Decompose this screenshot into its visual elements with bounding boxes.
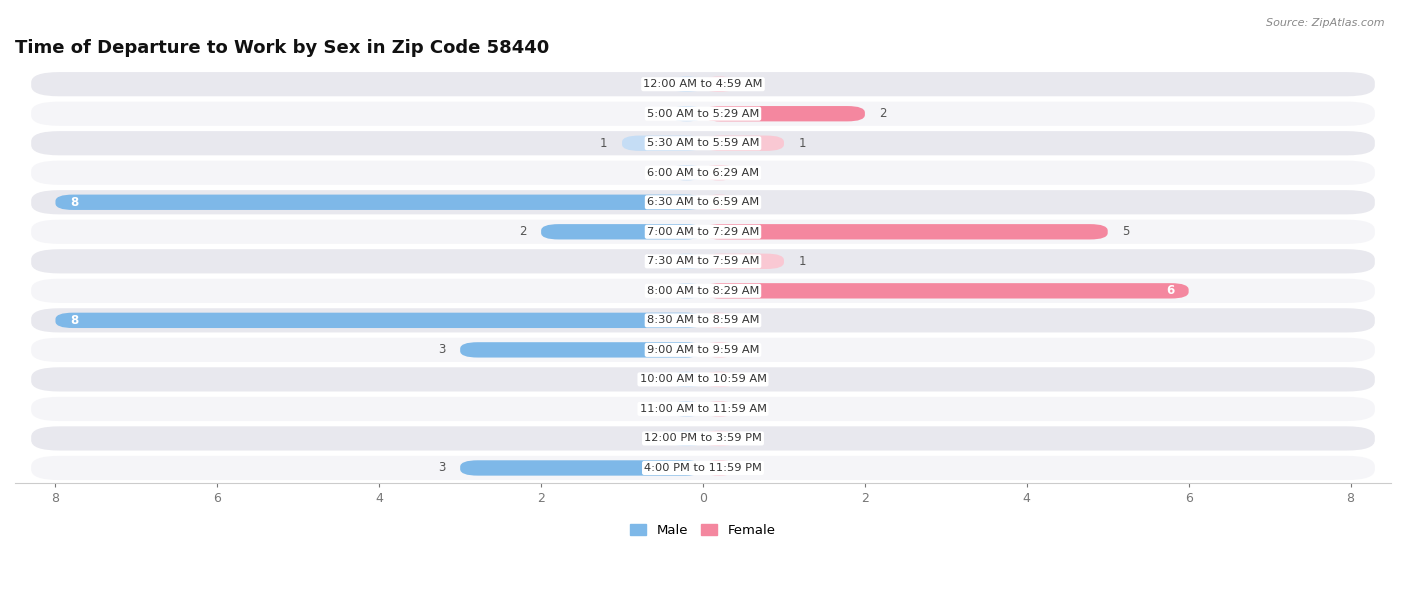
FancyBboxPatch shape (703, 165, 735, 181)
Text: 0: 0 (748, 462, 755, 475)
FancyBboxPatch shape (671, 372, 703, 387)
Text: Source: ZipAtlas.com: Source: ZipAtlas.com (1267, 18, 1385, 28)
FancyBboxPatch shape (671, 106, 703, 121)
Text: 0: 0 (748, 314, 755, 327)
Text: 1: 1 (799, 255, 806, 268)
FancyBboxPatch shape (671, 254, 703, 269)
FancyBboxPatch shape (31, 338, 1375, 362)
FancyBboxPatch shape (703, 401, 735, 416)
Text: 8:00 AM to 8:29 AM: 8:00 AM to 8:29 AM (647, 286, 759, 296)
FancyBboxPatch shape (31, 160, 1375, 185)
FancyBboxPatch shape (31, 308, 1375, 333)
Text: 4:00 PM to 11:59 PM: 4:00 PM to 11:59 PM (644, 463, 762, 473)
FancyBboxPatch shape (671, 77, 703, 92)
Text: 7:00 AM to 7:29 AM: 7:00 AM to 7:29 AM (647, 227, 759, 237)
Text: 6:00 AM to 6:29 AM: 6:00 AM to 6:29 AM (647, 168, 759, 178)
Text: 3: 3 (439, 462, 446, 475)
Text: 0: 0 (651, 78, 658, 91)
Text: 5: 5 (1122, 225, 1129, 238)
Text: 12:00 PM to 3:59 PM: 12:00 PM to 3:59 PM (644, 434, 762, 444)
Text: 12:00 AM to 4:59 AM: 12:00 AM to 4:59 AM (644, 79, 762, 89)
Text: 0: 0 (748, 343, 755, 356)
Text: 8: 8 (70, 196, 79, 208)
FancyBboxPatch shape (55, 195, 703, 210)
Text: 0: 0 (651, 107, 658, 120)
FancyBboxPatch shape (671, 401, 703, 416)
Text: 5:30 AM to 5:59 AM: 5:30 AM to 5:59 AM (647, 138, 759, 148)
FancyBboxPatch shape (703, 106, 865, 121)
FancyBboxPatch shape (31, 220, 1375, 244)
Text: Time of Departure to Work by Sex in Zip Code 58440: Time of Departure to Work by Sex in Zip … (15, 39, 550, 57)
FancyBboxPatch shape (460, 460, 703, 476)
FancyBboxPatch shape (703, 224, 1108, 239)
FancyBboxPatch shape (703, 431, 735, 446)
Text: 0: 0 (651, 285, 658, 298)
Text: 0: 0 (748, 166, 755, 179)
Text: 10:00 AM to 10:59 AM: 10:00 AM to 10:59 AM (640, 374, 766, 384)
Text: 1: 1 (799, 137, 806, 150)
FancyBboxPatch shape (703, 342, 735, 358)
Text: 6:30 AM to 6:59 AM: 6:30 AM to 6:59 AM (647, 197, 759, 207)
FancyBboxPatch shape (31, 279, 1375, 303)
Text: 0: 0 (748, 402, 755, 415)
FancyBboxPatch shape (55, 312, 703, 328)
FancyBboxPatch shape (31, 72, 1375, 96)
FancyBboxPatch shape (703, 195, 735, 210)
Text: 0: 0 (748, 196, 755, 208)
FancyBboxPatch shape (671, 431, 703, 446)
Text: 0: 0 (651, 432, 658, 445)
Text: 1: 1 (600, 137, 607, 150)
Text: 6: 6 (1166, 285, 1174, 298)
FancyBboxPatch shape (703, 312, 735, 328)
Text: 9:00 AM to 9:59 AM: 9:00 AM to 9:59 AM (647, 345, 759, 355)
Legend: Male, Female: Male, Female (626, 519, 780, 542)
Text: 0: 0 (748, 373, 755, 386)
Text: 0: 0 (748, 432, 755, 445)
Text: 7:30 AM to 7:59 AM: 7:30 AM to 7:59 AM (647, 257, 759, 266)
FancyBboxPatch shape (31, 249, 1375, 273)
FancyBboxPatch shape (671, 165, 703, 181)
FancyBboxPatch shape (541, 224, 703, 239)
FancyBboxPatch shape (31, 102, 1375, 126)
FancyBboxPatch shape (621, 135, 703, 151)
Text: 2: 2 (519, 225, 527, 238)
FancyBboxPatch shape (703, 254, 785, 269)
FancyBboxPatch shape (31, 397, 1375, 421)
Text: 0: 0 (748, 78, 755, 91)
FancyBboxPatch shape (703, 460, 735, 476)
FancyBboxPatch shape (31, 190, 1375, 214)
Text: 8: 8 (70, 314, 79, 327)
FancyBboxPatch shape (671, 283, 703, 299)
FancyBboxPatch shape (31, 426, 1375, 450)
Text: 5:00 AM to 5:29 AM: 5:00 AM to 5:29 AM (647, 109, 759, 119)
Text: 0: 0 (651, 373, 658, 386)
FancyBboxPatch shape (31, 456, 1375, 480)
Text: 3: 3 (439, 343, 446, 356)
FancyBboxPatch shape (703, 372, 735, 387)
Text: 2: 2 (879, 107, 887, 120)
Text: 0: 0 (651, 166, 658, 179)
FancyBboxPatch shape (31, 367, 1375, 391)
FancyBboxPatch shape (703, 283, 1188, 299)
Text: 11:00 AM to 11:59 AM: 11:00 AM to 11:59 AM (640, 404, 766, 414)
Text: 8:30 AM to 8:59 AM: 8:30 AM to 8:59 AM (647, 315, 759, 326)
Text: 0: 0 (651, 255, 658, 268)
FancyBboxPatch shape (703, 77, 735, 92)
Text: 0: 0 (651, 402, 658, 415)
FancyBboxPatch shape (703, 135, 785, 151)
FancyBboxPatch shape (460, 342, 703, 358)
FancyBboxPatch shape (31, 131, 1375, 156)
